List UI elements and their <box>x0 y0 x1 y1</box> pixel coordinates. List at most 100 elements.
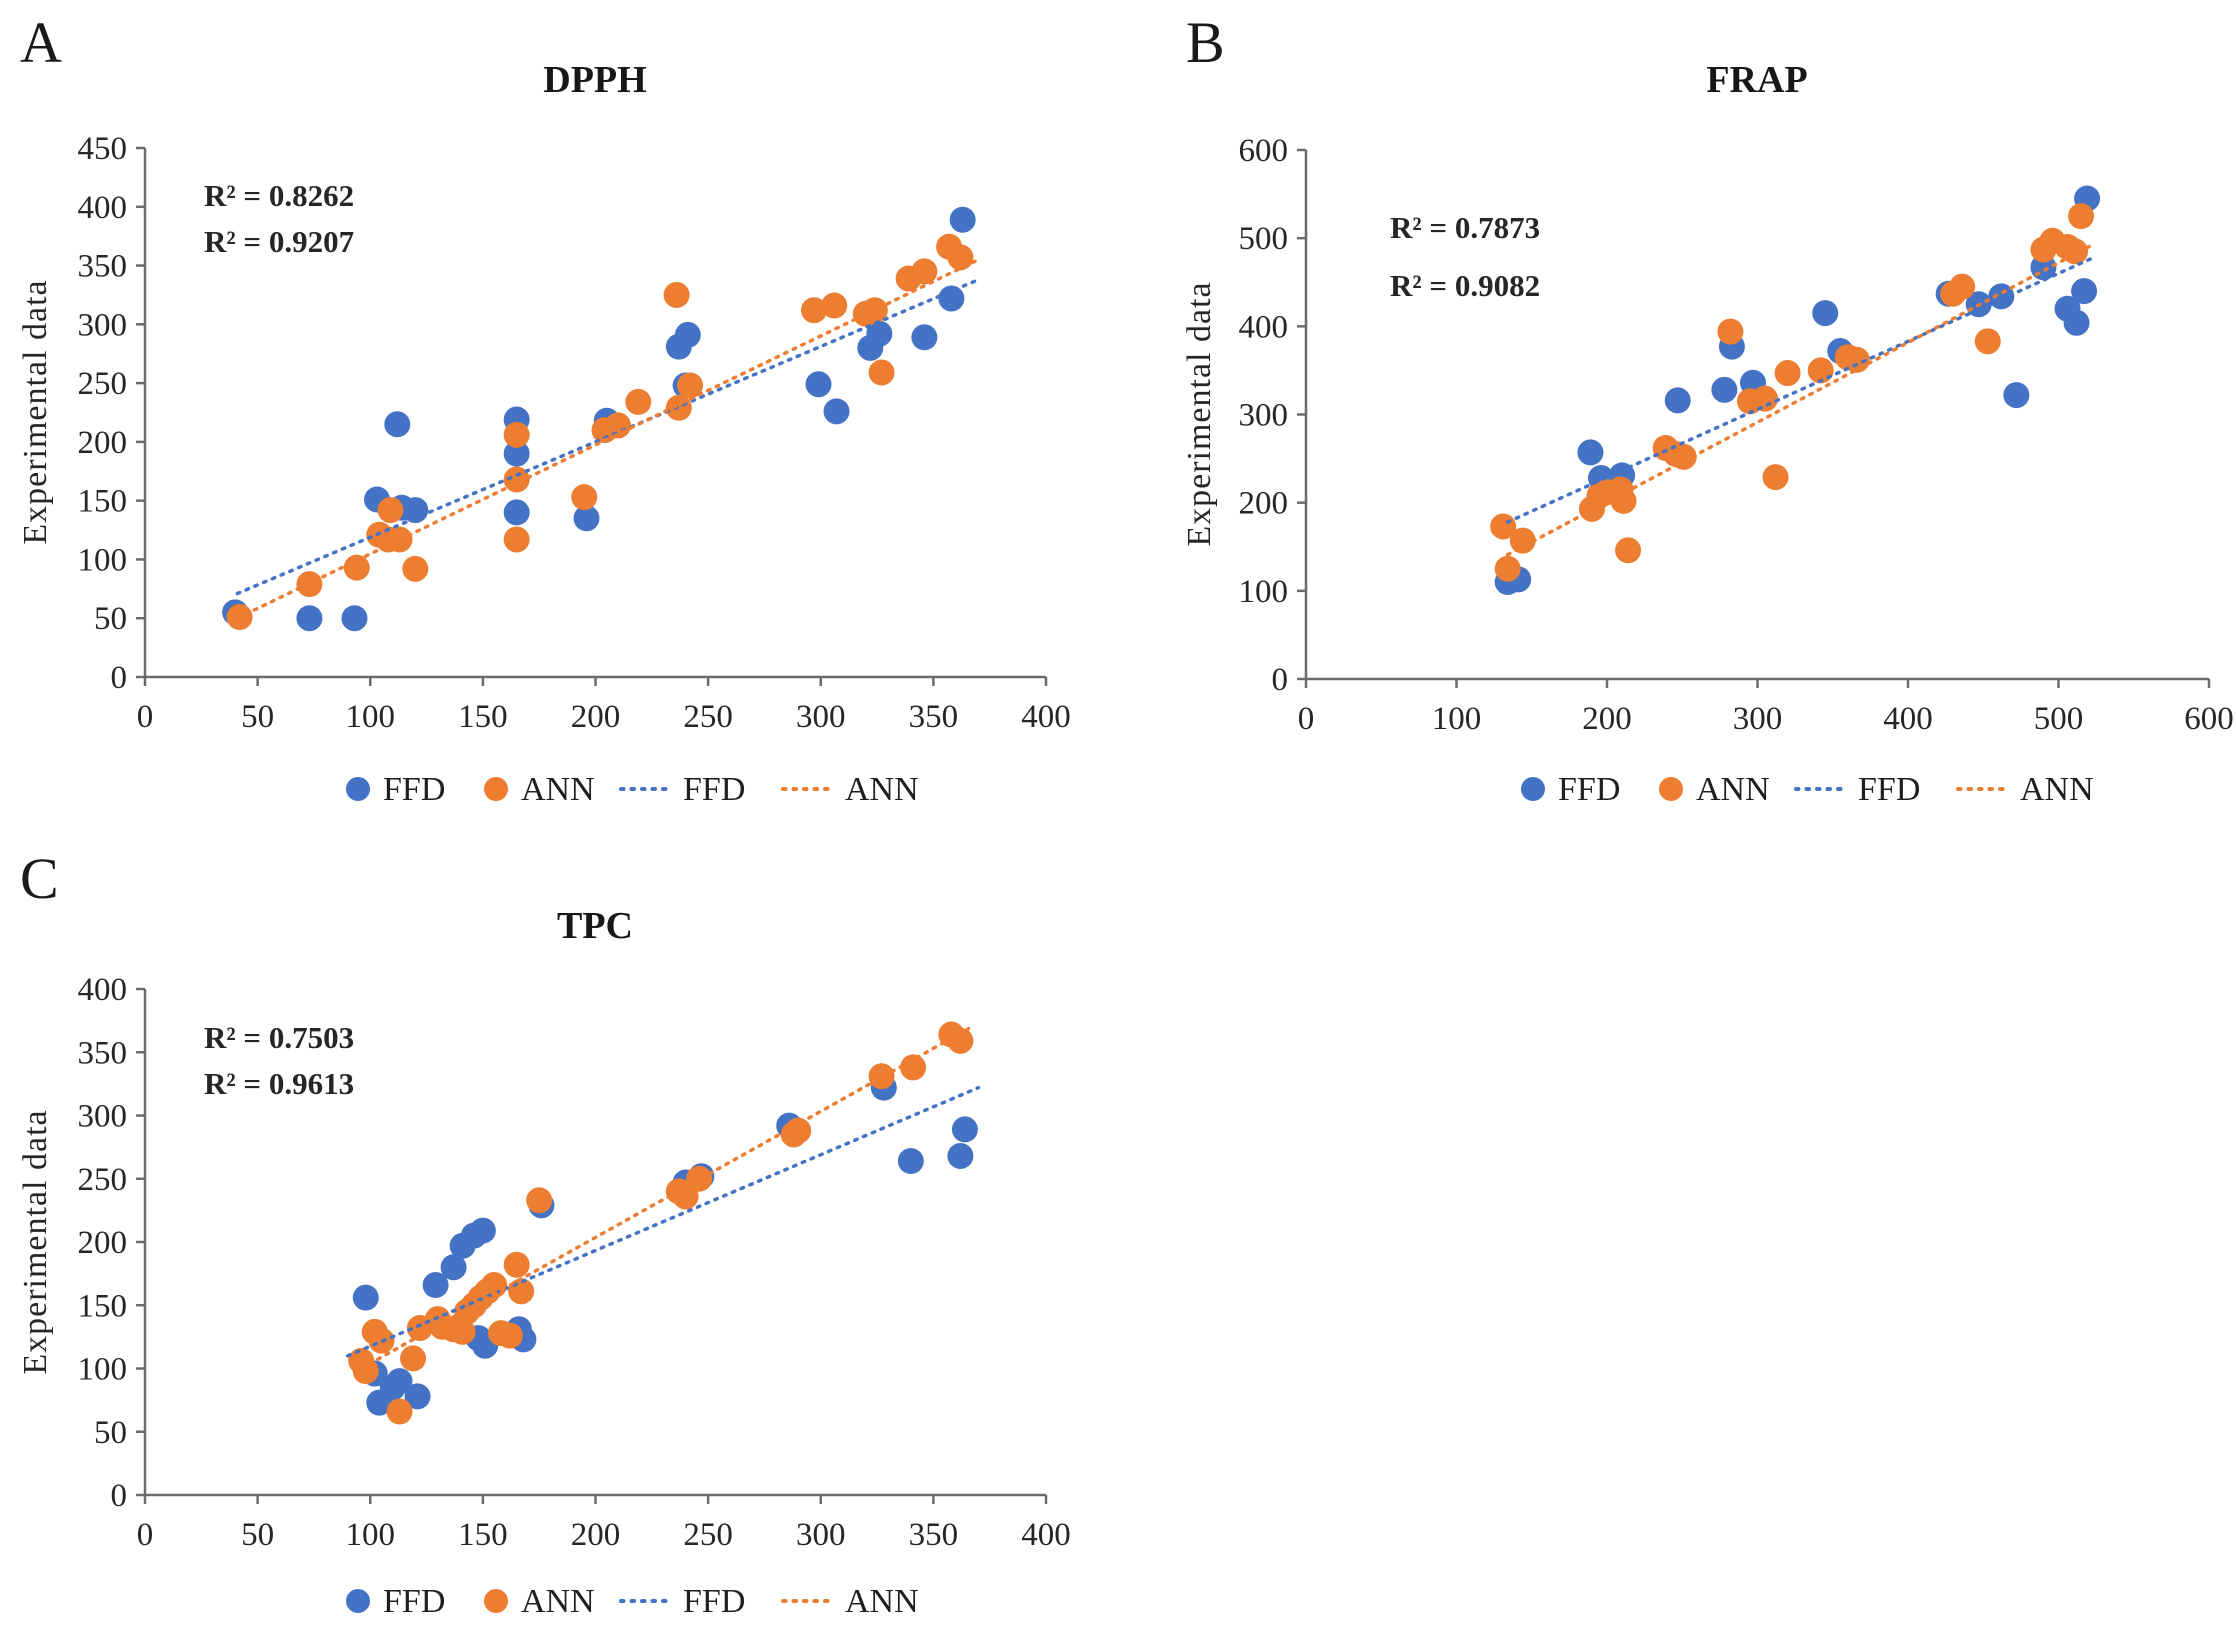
ffd-point <box>352 1284 379 1311</box>
x-tick-label: 200 <box>571 1517 621 1553</box>
y-axis-title: Experimental data <box>17 279 54 544</box>
ffd-point <box>947 1142 974 1169</box>
ffd-point <box>2063 309 2090 336</box>
y-tick-label: 400 <box>78 972 128 1008</box>
y-tick-label: 500 <box>1239 221 1289 257</box>
y-tick-label: 0 <box>111 1478 128 1514</box>
y-tick-label: 250 <box>78 366 128 402</box>
ffd-point <box>422 1272 449 1299</box>
ann-point <box>352 1358 379 1385</box>
r2-annotation-ffd: R² = 0.7873 <box>1390 210 1540 245</box>
ffd-point <box>341 605 368 632</box>
ffd-point <box>503 499 530 526</box>
y-tick-label: 300 <box>78 1099 128 1135</box>
panel-B: FRAP R² = 0.7873 R² = 0.9082 Experimental d… <box>1181 59 2234 808</box>
legend-label: ANN <box>845 1583 919 1620</box>
ffd-point <box>897 1148 924 1175</box>
ffd-point <box>1577 439 1604 466</box>
y-tick-label: 100 <box>78 1352 128 1388</box>
chart-title: DPPH <box>543 59 646 101</box>
y-tick-label: 400 <box>78 190 128 226</box>
y-tick-label: 350 <box>78 1035 128 1071</box>
panel-C: TPC R² = 0.7503 R² = 0.9613 Experimental da… <box>17 905 1071 1620</box>
ann-point <box>1494 555 1521 582</box>
x-tick-label: 200 <box>1582 701 1632 737</box>
x-tick-label: 400 <box>1021 699 1071 735</box>
ann-point <box>571 484 598 511</box>
ffd-point <box>384 411 411 438</box>
ann-point <box>503 1251 530 1278</box>
x-tick-label: 250 <box>683 699 733 735</box>
legend-dot-marker <box>1521 777 1545 801</box>
trendline-ffd <box>1505 256 2094 524</box>
legend-label: FFD <box>383 1583 445 1620</box>
series-ann <box>226 233 974 631</box>
trendline-ffd <box>235 277 981 596</box>
y-axis-title: Experimental data <box>17 1109 54 1374</box>
x-tick-label: 350 <box>909 1517 959 1553</box>
r2-annotation-ann: R² = 0.9082 <box>1390 268 1540 303</box>
y-tick-label: 250 <box>78 1162 128 1198</box>
ann-point <box>663 281 690 308</box>
ffd-point <box>469 1217 496 1244</box>
ann-point <box>821 292 848 319</box>
x-tick-label: 200 <box>571 699 621 735</box>
legend: FFD ANN FFD ANN <box>346 1583 919 1620</box>
ann-point <box>503 526 530 553</box>
ann-point <box>1774 360 1801 387</box>
legend-dot-marker <box>484 777 508 801</box>
x-tick-label: 250 <box>683 1517 733 1553</box>
ffd-point <box>404 1383 431 1410</box>
x-tick-label: 300 <box>796 1517 846 1553</box>
y-tick-label: 50 <box>94 601 127 637</box>
ann-point <box>1762 464 1789 491</box>
ffd-point <box>1711 376 1738 403</box>
trendline-ffd <box>345 1085 981 1358</box>
legend-label: ANN <box>521 1583 595 1620</box>
ann-point <box>861 297 888 324</box>
legend-label: FFD <box>1858 771 1920 808</box>
y-tick-label: 200 <box>78 1225 128 1261</box>
ffd-point <box>1664 387 1691 414</box>
y-tick-label: 200 <box>1239 486 1289 522</box>
x-tick-label: 500 <box>2034 701 2084 737</box>
ann-point <box>785 1117 812 1144</box>
ann-point <box>1610 487 1637 514</box>
ann-point <box>377 497 404 524</box>
legend-label: FFD <box>683 1583 745 1620</box>
ffd-point <box>573 505 600 532</box>
ann-point <box>400 1345 427 1372</box>
chart-title: TPC <box>557 905 633 947</box>
x-tick-label: 0 <box>137 1517 154 1553</box>
ffd-point <box>951 1116 978 1143</box>
y-tick-label: 350 <box>78 249 128 285</box>
y-tick-label: 150 <box>78 484 128 520</box>
y-tick-label: 450 <box>78 131 128 167</box>
x-tick-label: 150 <box>458 1517 508 1553</box>
x-tick-label: 150 <box>458 699 508 735</box>
ann-point <box>496 1322 523 1349</box>
ann-point <box>868 1063 895 1090</box>
ann-point <box>1615 537 1642 564</box>
x-tick-label: 100 <box>346 699 396 735</box>
y-axis-title: Experimental data <box>1181 281 1218 546</box>
y-tick-label: 0 <box>1272 662 1289 698</box>
ffd-point <box>2071 278 2098 305</box>
x-tick-label: 300 <box>796 699 846 735</box>
legend-label: ANN <box>2020 771 2094 808</box>
r2-annotation-ffd: R² = 0.8262 <box>204 178 354 213</box>
trendline-ann <box>359 1026 972 1371</box>
legend-label: FFD <box>1558 771 1620 808</box>
panel-label-b: B <box>1186 10 1225 75</box>
x-tick-label: 0 <box>137 699 154 735</box>
ann-point <box>625 388 652 415</box>
r2-annotation-ann: R² = 0.9613 <box>204 1066 354 1101</box>
legend-label: ANN <box>521 771 595 808</box>
ann-point <box>1949 273 1976 300</box>
ann-point <box>386 1398 413 1425</box>
y-tick-label: 300 <box>1239 398 1289 434</box>
y-tick-label: 200 <box>78 425 128 461</box>
ann-point <box>1717 318 1744 345</box>
ffd-point <box>503 440 530 467</box>
